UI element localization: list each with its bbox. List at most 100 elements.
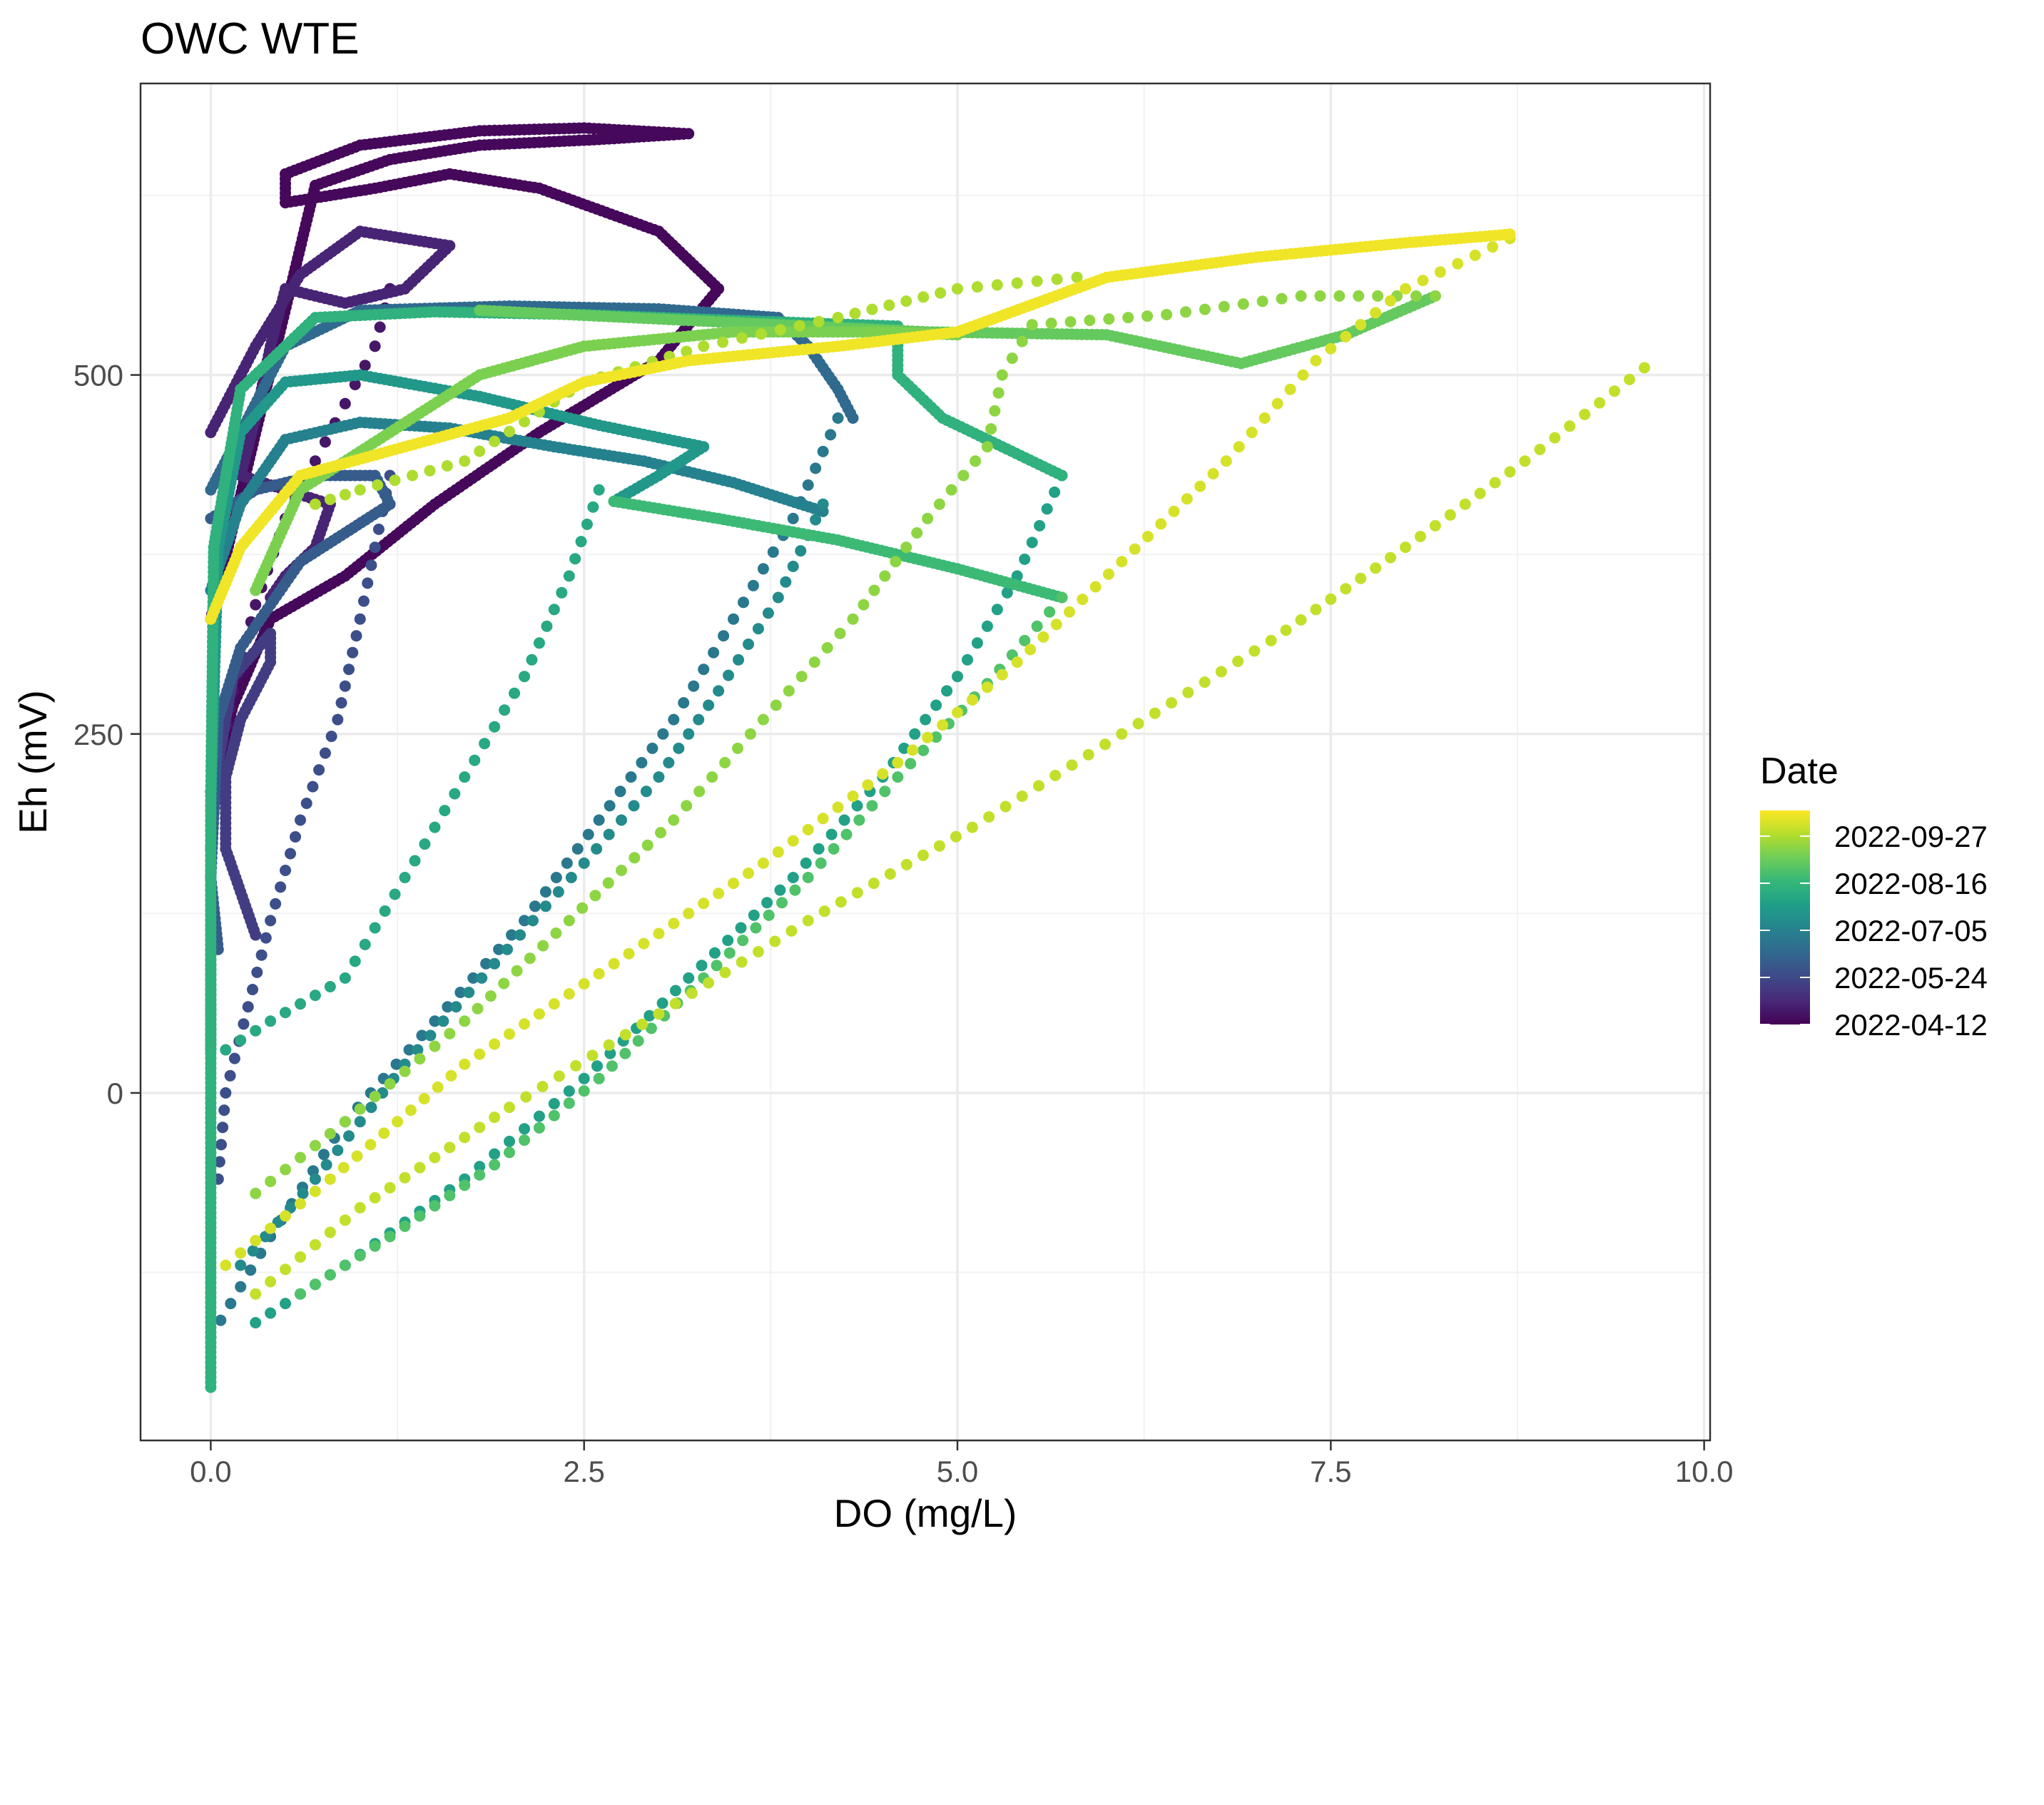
data-point (1064, 316, 1077, 328)
data-point (474, 1161, 486, 1173)
data-point (369, 922, 381, 934)
data-point (825, 828, 838, 840)
data-point (384, 1231, 396, 1243)
data-point (563, 1085, 575, 1097)
data-point (392, 1116, 403, 1128)
data-point (578, 978, 590, 990)
data-point (1489, 477, 1501, 489)
data-point (1103, 313, 1115, 325)
data-point (640, 785, 652, 798)
data-point (332, 713, 344, 726)
data-point (1333, 290, 1346, 302)
data-point (668, 713, 680, 726)
data-point (616, 865, 627, 876)
data-point (459, 771, 471, 783)
data-point (815, 857, 827, 869)
data-point (834, 627, 846, 639)
data-point (1199, 303, 1211, 315)
data-point (265, 1222, 277, 1234)
data-point (722, 935, 734, 947)
data-point (324, 1268, 336, 1281)
data-point (1132, 718, 1144, 730)
data-point (1237, 298, 1249, 310)
data-point (795, 545, 807, 557)
data-point (717, 336, 729, 348)
data-point (1180, 306, 1191, 318)
data-point (349, 379, 361, 390)
data-point (628, 800, 640, 812)
data-point (409, 855, 421, 867)
data-point (432, 1081, 444, 1093)
data-point (250, 1234, 262, 1246)
data-point (489, 1112, 501, 1124)
data-point (1310, 604, 1322, 616)
data-point (933, 840, 945, 852)
data-point (474, 1122, 486, 1134)
x-tick-label: 0.0 (190, 1455, 231, 1488)
data-point (520, 1091, 532, 1103)
data-point (235, 1034, 247, 1047)
data-point (354, 1250, 366, 1261)
data-point (489, 1038, 501, 1050)
data-point (354, 1116, 366, 1128)
data-point (504, 1028, 515, 1040)
data-point (290, 831, 301, 843)
data-point (504, 1102, 515, 1114)
data-point (582, 828, 594, 840)
data-point (593, 484, 605, 496)
data-point (728, 613, 739, 625)
data-point (565, 872, 577, 883)
data-point (463, 987, 475, 998)
data-point (813, 843, 825, 855)
data-point (1284, 383, 1296, 395)
data-point (1016, 790, 1028, 802)
data-point (917, 744, 930, 756)
data-point (673, 742, 685, 754)
data-point (1031, 620, 1043, 632)
data-point (706, 771, 718, 783)
data-point (295, 1251, 306, 1263)
data-point (591, 1060, 603, 1072)
data-point (935, 287, 947, 299)
data-point (817, 813, 829, 825)
data-point (602, 877, 614, 889)
data-point (1215, 666, 1227, 678)
data-point (711, 960, 723, 972)
data-point (608, 957, 620, 970)
data-point (504, 1146, 515, 1159)
data-point (474, 1048, 486, 1060)
data-point (480, 957, 492, 970)
data-point (851, 800, 863, 812)
data-point (250, 1187, 262, 1199)
data-point (519, 1123, 530, 1135)
data-point (593, 1072, 605, 1084)
data-point (1246, 427, 1258, 439)
data-point (309, 1139, 321, 1151)
data-point (309, 1239, 321, 1251)
data-point (900, 295, 912, 307)
data-point (389, 474, 401, 487)
data-point (309, 990, 321, 1002)
data-point (519, 1018, 530, 1030)
data-point (1417, 275, 1429, 287)
data-point (723, 947, 736, 959)
data-point (220, 1044, 232, 1056)
data-point (991, 604, 1003, 616)
data-point (309, 498, 321, 510)
data-point (762, 607, 774, 619)
data-point (770, 699, 782, 711)
data-point (653, 771, 665, 783)
data-series-17 (250, 326, 963, 596)
data-point (563, 570, 575, 582)
data-point (1355, 572, 1367, 584)
data-point (416, 1029, 428, 1042)
data-point (265, 1276, 277, 1288)
data-point (787, 512, 799, 524)
data-point (755, 328, 767, 340)
data-point (217, 1122, 229, 1134)
x-tick-label: 2.5 (563, 1455, 604, 1488)
data-point (527, 915, 539, 927)
data-point (493, 943, 505, 955)
x-tick-label: 10.0 (1675, 1455, 1734, 1488)
data-point (390, 1058, 402, 1070)
